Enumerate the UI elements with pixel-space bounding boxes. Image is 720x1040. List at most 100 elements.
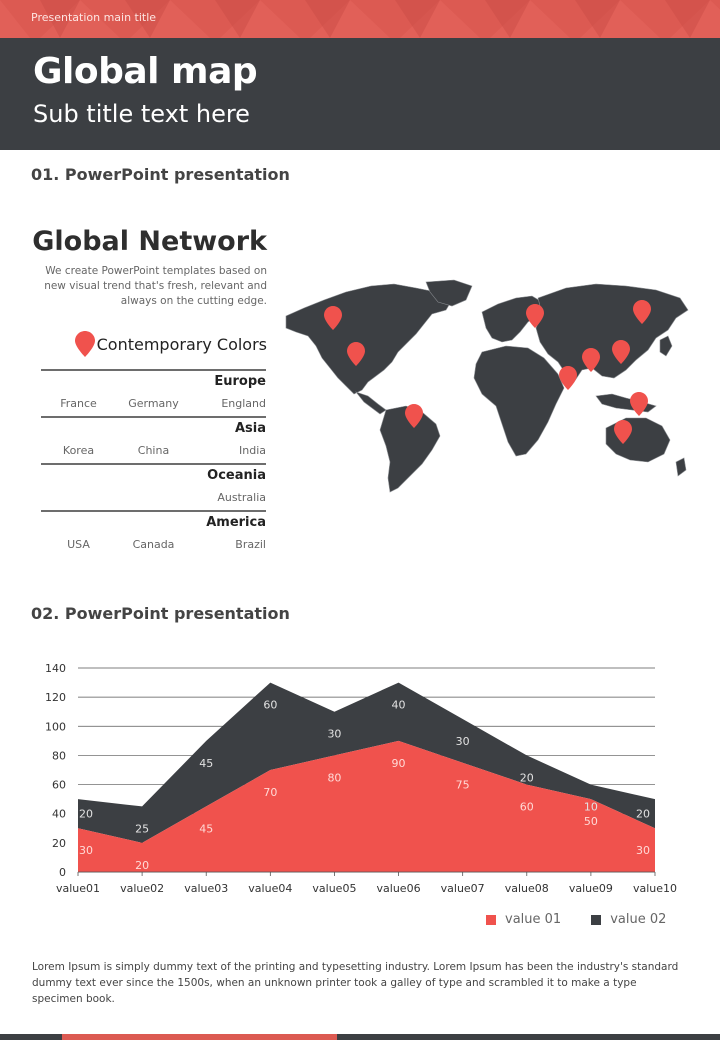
data-label: 10 [584, 801, 598, 814]
country: Brazil [235, 538, 266, 551]
divider [41, 369, 266, 371]
divider [41, 416, 266, 418]
data-label: 45 [199, 757, 213, 770]
map-pin-icon [612, 340, 630, 364]
continent-south-america [379, 405, 441, 493]
x-tick-label: value08 [505, 882, 549, 895]
contemporary-colors-row: Contemporary Colors [74, 331, 267, 357]
country: Australia [217, 491, 266, 504]
y-tick-label: 0 [59, 866, 66, 879]
continent-greenland [425, 279, 473, 307]
data-label: 20 [135, 859, 149, 872]
region-name: Oceania [207, 468, 266, 483]
continent-africa [473, 345, 565, 457]
country [41, 491, 116, 504]
data-label: 30 [636, 844, 650, 857]
map-pin-icon [405, 404, 423, 428]
country: Korea [62, 444, 95, 457]
y-tick-label: 100 [45, 720, 66, 733]
x-tick-label: value04 [248, 882, 292, 895]
map-pin-icon [633, 300, 651, 324]
header-band: Global map Sub title text here [0, 38, 720, 150]
legend-item-value-02: value 02 [591, 912, 666, 927]
y-tick-label: 140 [45, 662, 66, 675]
map-pins [324, 300, 651, 444]
y-tick-label: 80 [52, 749, 66, 762]
country: Germany [128, 397, 179, 410]
y-tick-label: 120 [45, 691, 66, 704]
triangle-pattern [0, 0, 720, 38]
x-tick-label: value07 [441, 882, 485, 895]
data-label: 20 [520, 771, 534, 784]
area-series-value-01 [78, 740, 655, 872]
map-pin-icon [347, 342, 365, 366]
chart-legend: value 01 value 02 [486, 912, 696, 927]
country: Canada [132, 538, 175, 551]
region-name: America [206, 515, 266, 530]
legend-swatch [591, 914, 602, 925]
data-label: 30 [79, 844, 93, 857]
continent-asia [535, 283, 689, 383]
country-list: USA Canada Brazil [41, 538, 266, 551]
region-name: Asia [234, 421, 266, 436]
data-label: 40 [392, 699, 406, 712]
map-pin-icon [630, 392, 648, 416]
page-title: Global map [33, 51, 258, 92]
x-tick-label: value10 [633, 882, 677, 895]
map-pin-icon [559, 366, 577, 390]
bottom-bar-accent [62, 1034, 337, 1040]
continent-europe [481, 295, 543, 343]
divider [41, 510, 266, 512]
x-tick-label: value02 [120, 882, 164, 895]
y-tick-label: 40 [52, 808, 66, 821]
region-asia: Asia Korea China India [41, 416, 266, 457]
section-heading-2: 02. PowerPoint presentation [31, 604, 290, 623]
top-strip: Presentation main title [0, 0, 720, 38]
country: USA [67, 538, 90, 551]
country: England [221, 397, 266, 410]
data-label: 45 [199, 822, 213, 835]
continent-new-zealand [675, 457, 687, 477]
bottom-bar [0, 1034, 720, 1040]
continent-japan [659, 335, 673, 357]
network-description: We create PowerPoint templates based on … [44, 265, 267, 307]
region-america: America USA Canada Brazil [41, 510, 266, 551]
x-tick-label: value03 [184, 882, 228, 895]
x-tick-label: value06 [377, 882, 421, 895]
world-map [285, 279, 689, 493]
presentation-title: Presentation main title [31, 11, 157, 24]
region-oceania: Oceania Australia [41, 463, 266, 504]
map-pin-icon [614, 420, 632, 444]
divider [41, 463, 266, 465]
x-tick-label: value05 [312, 882, 356, 895]
country [116, 491, 191, 504]
region-name: Europe [214, 374, 266, 389]
section-heading-1: 01. PowerPoint presentation [31, 165, 290, 184]
map-pin-icon [324, 306, 342, 330]
data-label: 20 [636, 808, 650, 821]
region-europe: Europe France Germany England [41, 369, 266, 410]
country-list: France Germany England [41, 397, 266, 410]
country: China [137, 444, 170, 457]
legend-label: value 01 [505, 912, 562, 927]
data-label: 75 [456, 779, 470, 792]
data-label: 80 [327, 771, 341, 784]
page-subtitle: Sub title text here [33, 100, 250, 128]
data-label: 90 [392, 757, 406, 770]
contemporary-colors-label: Contemporary Colors [96, 334, 267, 354]
continent-north-america [285, 283, 453, 395]
x-tick-label: value01 [56, 882, 100, 895]
continent-central-america [355, 391, 387, 415]
map-pin-icon [526, 304, 544, 328]
data-label: 25 [135, 822, 149, 835]
network-title: Global Network [32, 226, 267, 257]
country-list: Australia [41, 491, 266, 504]
country: India [239, 444, 266, 457]
legend-item-value-01: value 01 [486, 912, 561, 927]
y-tick-label: 20 [52, 837, 66, 850]
legend-swatch [486, 914, 496, 925]
x-tick-label: value09 [569, 882, 613, 895]
data-label: 30 [327, 728, 341, 741]
data-label: 30 [456, 735, 470, 748]
y-tick-label: 60 [52, 779, 66, 792]
